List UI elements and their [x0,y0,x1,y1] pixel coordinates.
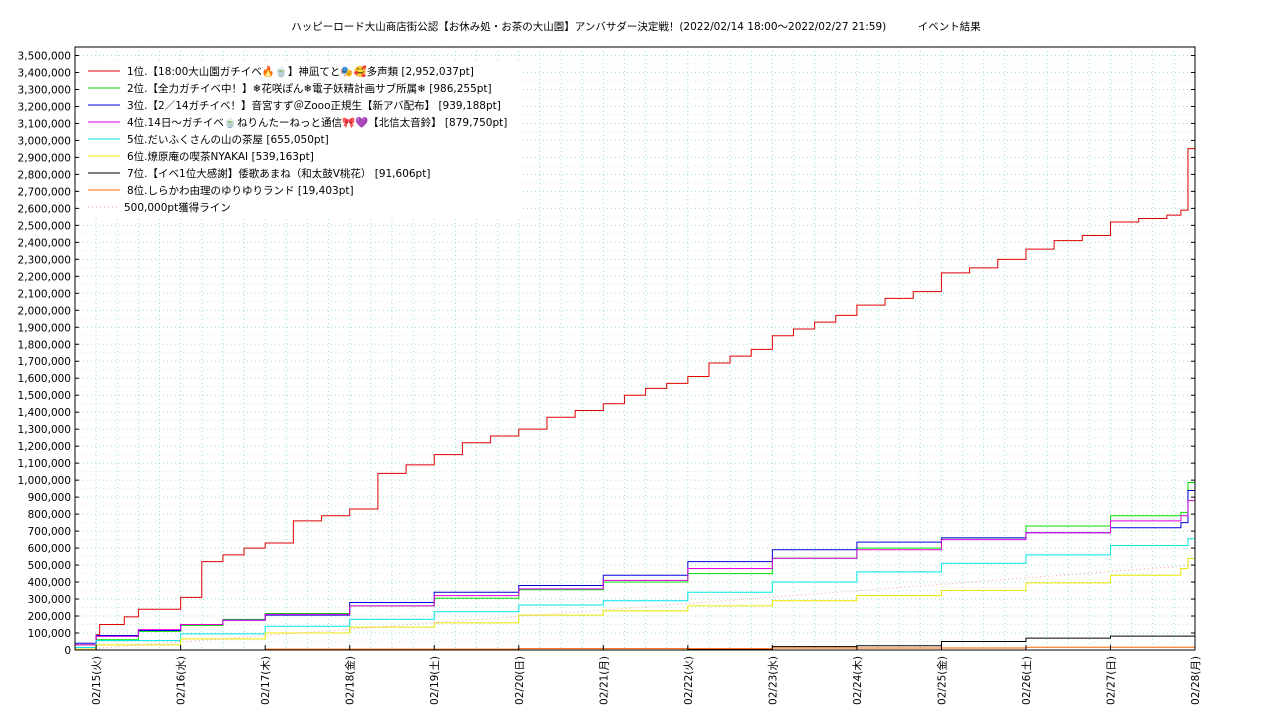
x-tick-label: 02/27(日) [1105,656,1117,705]
legend-label: 2位.【全力ガチイベ中！】❄花咲ぽん❄電子妖精計画サブ所属❄ [986,255p… [127,82,492,95]
y-tick-label: 1,600,000 [18,373,71,385]
y-tick-label: 300,000 [28,594,71,606]
x-tick-label: 02/19(土) [428,656,441,705]
series-line-9 [74,564,1196,651]
chart-title: ハッピーロード大山商店街公認【お休み処・お茶の大山園】アンバサダー決定戦！(20… [291,20,981,33]
y-tick-label: 100,000 [28,628,71,640]
x-tick-label: 02/23(水) [767,656,779,705]
x-tick-label: 02/22(火) [683,656,695,705]
y-tick-label: 2,400,000 [18,237,71,249]
y-tick-label: 3,400,000 [18,67,71,79]
legend-label: 1位.【18:00大山園ガチイベ🔥🍵】神凪てと🎭🥰多声類 [2,952,037p… [127,65,474,78]
y-tick-label: 1,500,000 [18,390,71,402]
y-tick-label: 1,900,000 [18,322,71,334]
legend-label: 5位.だいふくさんの山の茶屋 [655,050pt] [127,133,329,146]
x-tick-label: 02/26(土) [1020,656,1033,705]
series-line-4 [75,500,1195,646]
y-tick-label: 2,800,000 [18,169,71,181]
x-tick-label: 02/25(金) [935,656,948,705]
x-tick-label: 02/17(木) [260,656,272,705]
legend-label: 4位.14日〜ガチイベ🍵ねりんたーねっと通信🎀💜【北信太音鈴】 [879,750… [127,116,507,129]
y-tick-label: 500,000 [28,560,71,572]
series-line-6 [75,557,1195,650]
y-tick-label: 1,000,000 [18,475,71,487]
series-line-1 [75,148,1195,646]
x-tick-label: 02/18(金) [344,656,357,705]
legend-background [82,60,522,218]
y-tick-label: 3,200,000 [18,101,71,113]
y-tick-label: 1,300,000 [18,424,71,436]
y-tick-label: 3,300,000 [18,84,71,96]
plot-frame [74,46,1196,651]
y-tick-label: 800,000 [28,509,71,521]
y-tick-label: 700,000 [28,526,71,538]
x-tick-label: 02/15(火) [91,656,103,705]
y-tick-label: 2,600,000 [18,203,71,215]
y-tick-label: 2,300,000 [18,254,71,266]
y-tick-label: 2,500,000 [18,220,71,232]
y-tick-label: 1,100,000 [18,458,71,470]
legend-label: 7位.【イベ1位大感謝】倭歌あまね（和太鼓V桃花） [91,606pt] [127,167,430,180]
x-tick-label: 02/21(月) [598,656,610,705]
y-tick-label: 2,900,000 [18,152,71,164]
y-tick-label: 1,400,000 [18,407,71,419]
y-tick-label: 200,000 [28,611,71,623]
x-tick-label: 02/24(木) [852,656,864,705]
y-tick-label: 2,700,000 [18,186,71,198]
y-tick-label: 400,000 [28,577,71,589]
y-tick-label: 1,700,000 [18,356,71,368]
legend-label: 6位.燎原庵の喫茶NYAKAI [539,163pt] [127,150,314,163]
x-tick-label: 02/16(水) [176,656,188,705]
y-tick-label: 3,100,000 [18,118,71,130]
y-tick-label: 2,100,000 [18,288,71,300]
y-tick-label: 0 [64,645,71,657]
y-tick-label: 900,000 [28,492,71,504]
legend-label: 3位.【2／14ガチイベ！】音宮すず＠Zooo正規生【新アバ配布】 [939,1… [127,99,501,112]
x-tick-label: 02/20(日) [514,656,526,705]
x-axis: 02/15(火) 02/16(水) 02/17(木) 02/18(金) 02/19(土)… [91,645,1202,705]
series-line-5 [75,538,1195,648]
legend-label: 500,000pt獲得ライン [124,201,231,214]
grid [75,47,1195,650]
y-tick-label: 1,800,000 [18,339,71,351]
y-tick-label: 2,000,000 [18,305,71,317]
y-tick-label: 3,500,000 [18,50,71,62]
y-tick-label: 1,200,000 [18,441,71,453]
y-axis: 0 100,000 200,000 300,000 400,000 500,000 600,… [18,50,1195,657]
y-tick-label: 3,000,000 [18,135,71,147]
legend-label: 8位.しらかわ由理のゆりゆりランド [19,403pt] [127,184,354,197]
x-tick-label: 02/28(月) [1190,656,1202,705]
y-tick-label: 2,200,000 [18,271,71,283]
y-tick-label: 600,000 [28,543,71,555]
series-lines [74,148,1196,651]
legend: 1位.【18:00大山園ガチイベ🔥🍵】神凪てと🎭🥰多声類 [2,952,037p… [82,60,522,218]
